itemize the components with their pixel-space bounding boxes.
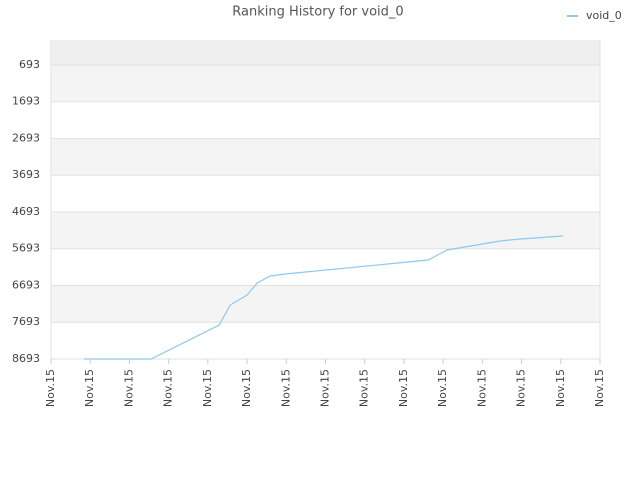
x-tick-label: Nov.15 [358, 369, 371, 407]
band [51, 40, 600, 65]
y-tick-label: 7693 [12, 315, 40, 328]
x-tick-label: Nov.15 [554, 369, 567, 407]
y-tick-label: 6693 [12, 278, 40, 291]
y-tick-label: 693 [19, 58, 40, 71]
band [51, 138, 600, 176]
legend-label: void_0 [586, 9, 622, 22]
x-tick-label: Nov.15 [279, 369, 292, 407]
band [51, 248, 600, 286]
band [51, 101, 600, 139]
x-tick-label: Nov.15 [240, 369, 253, 407]
x-tick-label: Nov.15 [122, 369, 135, 407]
band [51, 285, 600, 323]
x-tick-label: Nov.15 [593, 369, 606, 407]
x-tick-label: Nov.15 [397, 369, 410, 407]
x-tick-label: Nov.15 [201, 369, 214, 407]
y-tick-label: 3693 [12, 168, 40, 181]
band [51, 175, 600, 212]
x-tick-label: Nov.15 [515, 369, 528, 407]
band [51, 322, 600, 359]
y-tick-label: 1693 [12, 95, 40, 108]
band [51, 211, 600, 249]
chart-title: Ranking History for void_0 [232, 5, 403, 20]
x-tick-label: Nov.15 [44, 369, 57, 407]
x-tick-label: Nov.15 [83, 369, 96, 407]
x-tick-label: Nov.15 [436, 369, 449, 407]
x-tick-label: Nov.15 [162, 369, 175, 407]
y-tick-label: 8693 [12, 352, 40, 365]
band [51, 64, 600, 102]
y-tick-label: 2693 [12, 131, 40, 144]
y-tick-label: 5693 [12, 242, 40, 255]
x-tick-label: Nov.15 [475, 369, 488, 407]
y-tick-label: 4693 [12, 205, 40, 218]
line [83, 235, 564, 360]
x-tick-label: Nov.15 [319, 369, 332, 407]
